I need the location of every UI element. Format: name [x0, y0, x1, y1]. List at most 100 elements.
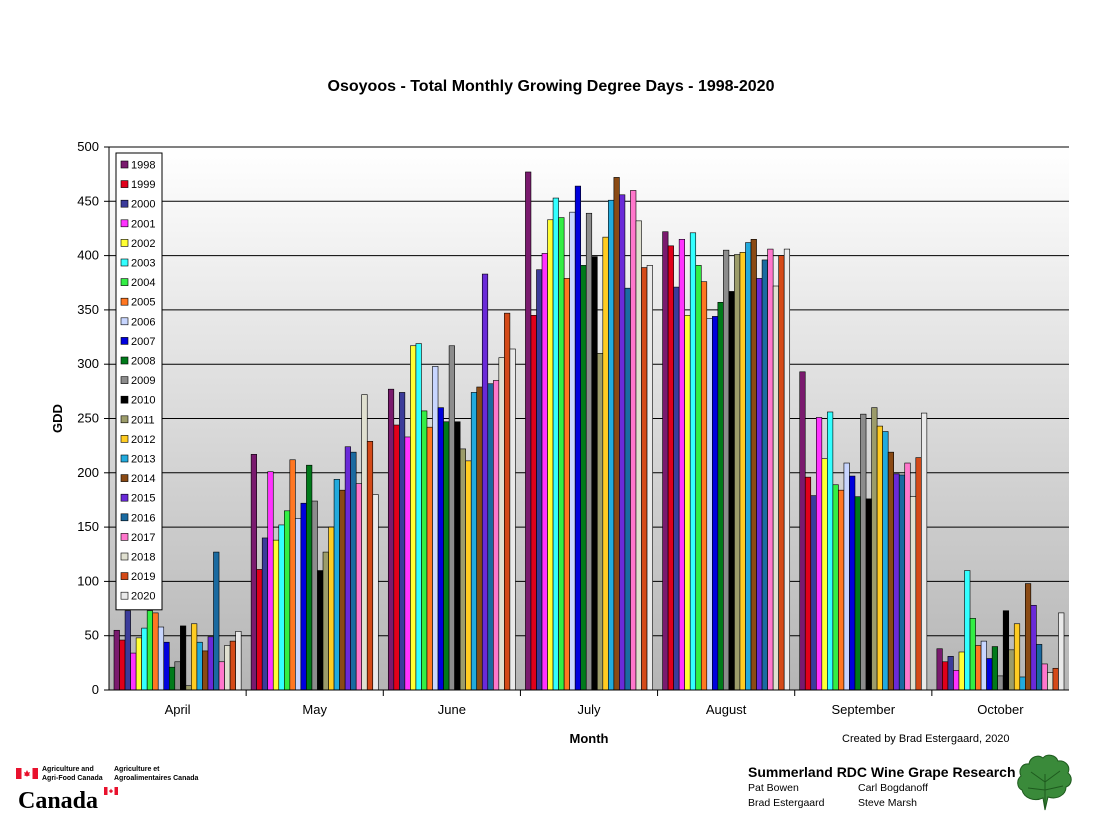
- legend-label: 2016: [131, 512, 155, 524]
- legend-label: 2007: [131, 336, 155, 348]
- bar: [504, 312, 511, 691]
- bar: [975, 645, 982, 691]
- researcher-name: Pat Bowen: [748, 782, 799, 794]
- bar: [465, 460, 472, 691]
- bar: [909, 496, 917, 691]
- bar: [547, 219, 554, 691]
- bar: [355, 483, 363, 691]
- axes: 0 50 100 150 200 250 300 350 400 450 500 April May Ju…: [50, 139, 1069, 746]
- bar: [224, 645, 231, 691]
- bar: [432, 366, 439, 691]
- legend-swatch: [120, 415, 129, 424]
- research-heading: Summerland RDC Wine Grape Research: [748, 764, 1016, 780]
- bar: [695, 265, 702, 691]
- legend-label: 2015: [131, 493, 155, 505]
- bar: [723, 249, 730, 691]
- legend-swatch: [120, 239, 129, 247]
- bar: [235, 631, 242, 691]
- bar: [838, 489, 845, 691]
- bar: [185, 685, 192, 691]
- y-tick-label: 300: [77, 356, 99, 371]
- legend-label: 2012: [131, 434, 155, 446]
- bar: [843, 462, 850, 691]
- bar: [393, 424, 400, 691]
- bar: [459, 448, 466, 691]
- wordmark-flag-icon: [104, 787, 118, 795]
- bar: [387, 388, 395, 691]
- bar: [898, 474, 906, 691]
- bar: [202, 650, 209, 691]
- bar: [1030, 604, 1037, 691]
- bar: [700, 281, 708, 691]
- bar: [832, 484, 839, 691]
- legend-label: 2018: [131, 552, 155, 564]
- y-tick-label: 200: [77, 465, 99, 480]
- bar: [635, 220, 642, 691]
- bar: [267, 471, 274, 691]
- bar: [448, 345, 455, 691]
- legend-label: 2020: [131, 591, 155, 603]
- bar: [783, 248, 791, 691]
- legend-swatch: [120, 474, 129, 482]
- legend-swatch: [120, 356, 129, 365]
- bar: [113, 629, 120, 691]
- legend: 1998 1999 2000 2001 2002 2003 2004 2005 2006 2007…: [115, 152, 163, 611]
- legend-label: 2005: [131, 297, 155, 309]
- x-tick-label: September: [831, 702, 895, 717]
- bar: [498, 357, 505, 691]
- y-tick-label: 150: [77, 519, 99, 534]
- bar: [399, 392, 406, 691]
- legend-label: 2002: [131, 238, 155, 250]
- bar: [1052, 667, 1059, 691]
- bar: [1058, 612, 1065, 691]
- bar: [196, 641, 203, 691]
- bar: [821, 458, 828, 691]
- bar: [350, 451, 357, 691]
- y-tick-label: 50: [85, 628, 99, 643]
- bar: [339, 489, 346, 691]
- legend-label: 2010: [131, 395, 155, 407]
- researcher-name: Carl Bogdanoff: [858, 782, 928, 794]
- bar: [964, 570, 971, 691]
- bar: [366, 441, 374, 691]
- legend-swatch: [120, 219, 129, 228]
- y-axis-title: GDD: [50, 404, 65, 433]
- bar: [871, 407, 878, 691]
- bar: [157, 626, 165, 691]
- x-tick-label: October: [977, 702, 1024, 717]
- legend-swatch: [120, 337, 129, 345]
- bar: [854, 496, 861, 691]
- bar: [849, 475, 856, 691]
- researcher-name: Steve Marsh: [858, 797, 917, 809]
- aafc-logo: Agriculture and Agri-Food Canada Agricult…: [16, 764, 206, 820]
- bar: [630, 190, 637, 691]
- bar: [591, 256, 598, 691]
- legend-swatch: [120, 376, 129, 384]
- bar: [470, 392, 478, 691]
- bar: [684, 315, 691, 691]
- bar: [1036, 644, 1043, 691]
- canada-flag-icon: [16, 768, 38, 779]
- legend-swatch: [120, 454, 129, 463]
- bar: [767, 248, 774, 691]
- x-tick-label: July: [577, 702, 601, 717]
- legend-swatch: [120, 258, 129, 267]
- x-tick-label: May: [302, 702, 327, 717]
- bar: [541, 253, 548, 691]
- y-tick-label: 400: [77, 248, 99, 263]
- bar: [953, 670, 960, 691]
- bar: [344, 446, 351, 691]
- bar: [295, 518, 302, 691]
- bar: [756, 278, 763, 691]
- x-tick-label: April: [165, 702, 191, 717]
- bar: [289, 459, 296, 691]
- bar: [163, 641, 170, 691]
- legend-label: 2009: [131, 375, 155, 387]
- bar: [552, 197, 559, 691]
- bar: [882, 431, 889, 691]
- bar: [596, 353, 604, 691]
- y-tick-label: 0: [92, 682, 99, 697]
- bar: [986, 658, 993, 691]
- grape-leaf-icon: [1017, 754, 1072, 811]
